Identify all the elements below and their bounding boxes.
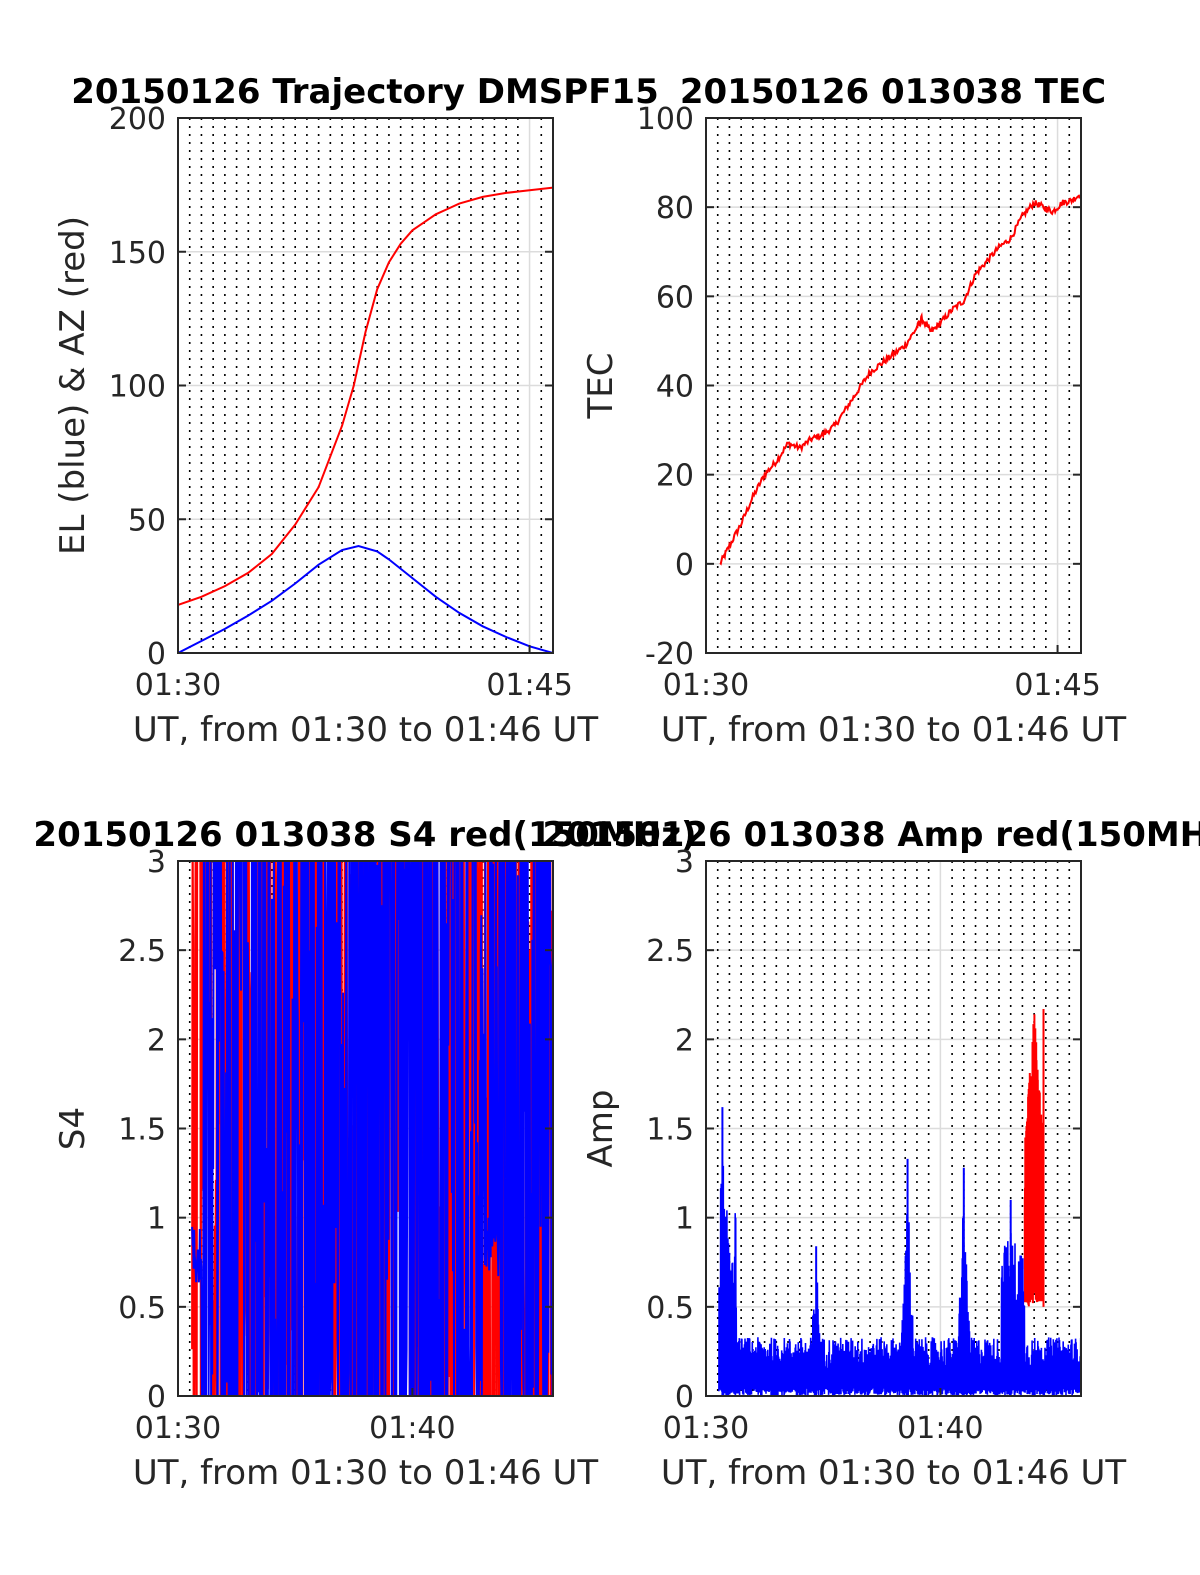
y-tick-label: 1 [675, 1202, 694, 1237]
y-tick-label: 3 [147, 845, 166, 880]
y-tick-label: 40 [656, 370, 694, 405]
panel-1: 0 50 100 150 200 01:30 01:45 UT, from 01:30 to … [53, 72, 659, 750]
y-tick-label: 60 [656, 280, 694, 315]
y-tick-label: 2.5 [646, 934, 694, 969]
y-axis-label: TEC [581, 353, 621, 420]
x-axis-label: UT, from 01:30 to 01:46 UT [133, 710, 599, 750]
y-tick-label: 2 [675, 1023, 694, 1058]
y-axis-label: Amp [581, 1090, 621, 1168]
x-tick-label: 01:30 [663, 668, 749, 703]
y-tick-label: 1.5 [646, 1113, 694, 1148]
chart-title: 20150126 013038 Amp red(150MHz) [542, 815, 1200, 855]
chart-title: 20150126 Trajectory DMSPF15 [71, 72, 659, 112]
x-tick-label: 01:45 [486, 668, 572, 703]
series-line-red [1023, 1014, 1045, 1307]
series-group [718, 1009, 1081, 1396]
minute-markers [188, 118, 543, 653]
chart-title: 20150126 013038 S4 red(150MHz) [33, 815, 696, 855]
x-tick-label: 01:40 [897, 1411, 983, 1446]
minute-markers [716, 861, 1071, 1396]
series-line-red [178, 186, 553, 606]
minute-markers [716, 118, 1071, 653]
y-tick-label: 150 [109, 236, 166, 271]
y-tick-label: 200 [109, 102, 166, 137]
x-axis-label: UT, from 01:30 to 01:46 UT [661, 710, 1127, 750]
y-tick-label: 2.5 [118, 934, 166, 969]
y-tick-label: 0 [147, 1380, 166, 1415]
y-tick-label: 2 [147, 1023, 166, 1058]
y-tick-label: 1.5 [118, 1113, 166, 1148]
y-tick-label: 20 [656, 459, 694, 494]
x-tick-label: 01:30 [135, 1411, 221, 1446]
y-tick-label: 3 [675, 845, 694, 880]
y-tick-label: 0 [147, 637, 166, 672]
y-tick-label: 50 [128, 503, 166, 538]
y-tick-label: 0 [675, 1380, 694, 1415]
x-tick-label: 01:30 [135, 668, 221, 703]
series-line-blue [191, 861, 553, 1396]
y-tick-label: 80 [656, 191, 694, 226]
series-group [178, 186, 553, 653]
chart-title: 20150126 013038 TEC [680, 72, 1106, 112]
series-line-red [719, 193, 1081, 566]
x-tick-label: 01:30 [663, 1411, 749, 1446]
x-tick-label: 01:40 [369, 1411, 455, 1446]
series-line-blue [178, 544, 553, 653]
panel-2: -20 0 20 40 60 80 100 01:30 01:45 UT, from 01:30 … [581, 72, 1126, 750]
y-tick-label: 0.5 [646, 1291, 694, 1326]
x-axis-label: UT, from 01:30 to 01:46 UT [133, 1453, 599, 1493]
x-axis-label: UT, from 01:30 to 01:46 UT [661, 1453, 1127, 1493]
panel-4: 0 0.5 1 1.5 2 2.5 3 01:30 01:40 UT, from 01:30 to… [542, 815, 1200, 1493]
y-tick-label: 1 [147, 1202, 166, 1237]
series-group [719, 193, 1081, 566]
y-tick-label: 0 [675, 548, 694, 583]
y-tick-label: 100 [637, 102, 694, 137]
y-axis-label: EL (blue) & AZ (red) [53, 216, 93, 555]
series-group [191, 861, 553, 1396]
x-tick-label: 01:45 [1014, 668, 1100, 703]
series-line-blue [718, 1161, 1081, 1396]
y-axis-label: S4 [53, 1107, 93, 1150]
panel-3: 0 0.5 1 1.5 2 2.5 3 01:30 01:40 UT, from 01:30 to… [33, 815, 696, 1493]
y-tick-label: -20 [645, 637, 694, 672]
y-tick-label: 100 [109, 370, 166, 405]
y-tick-label: 0.5 [118, 1291, 166, 1326]
